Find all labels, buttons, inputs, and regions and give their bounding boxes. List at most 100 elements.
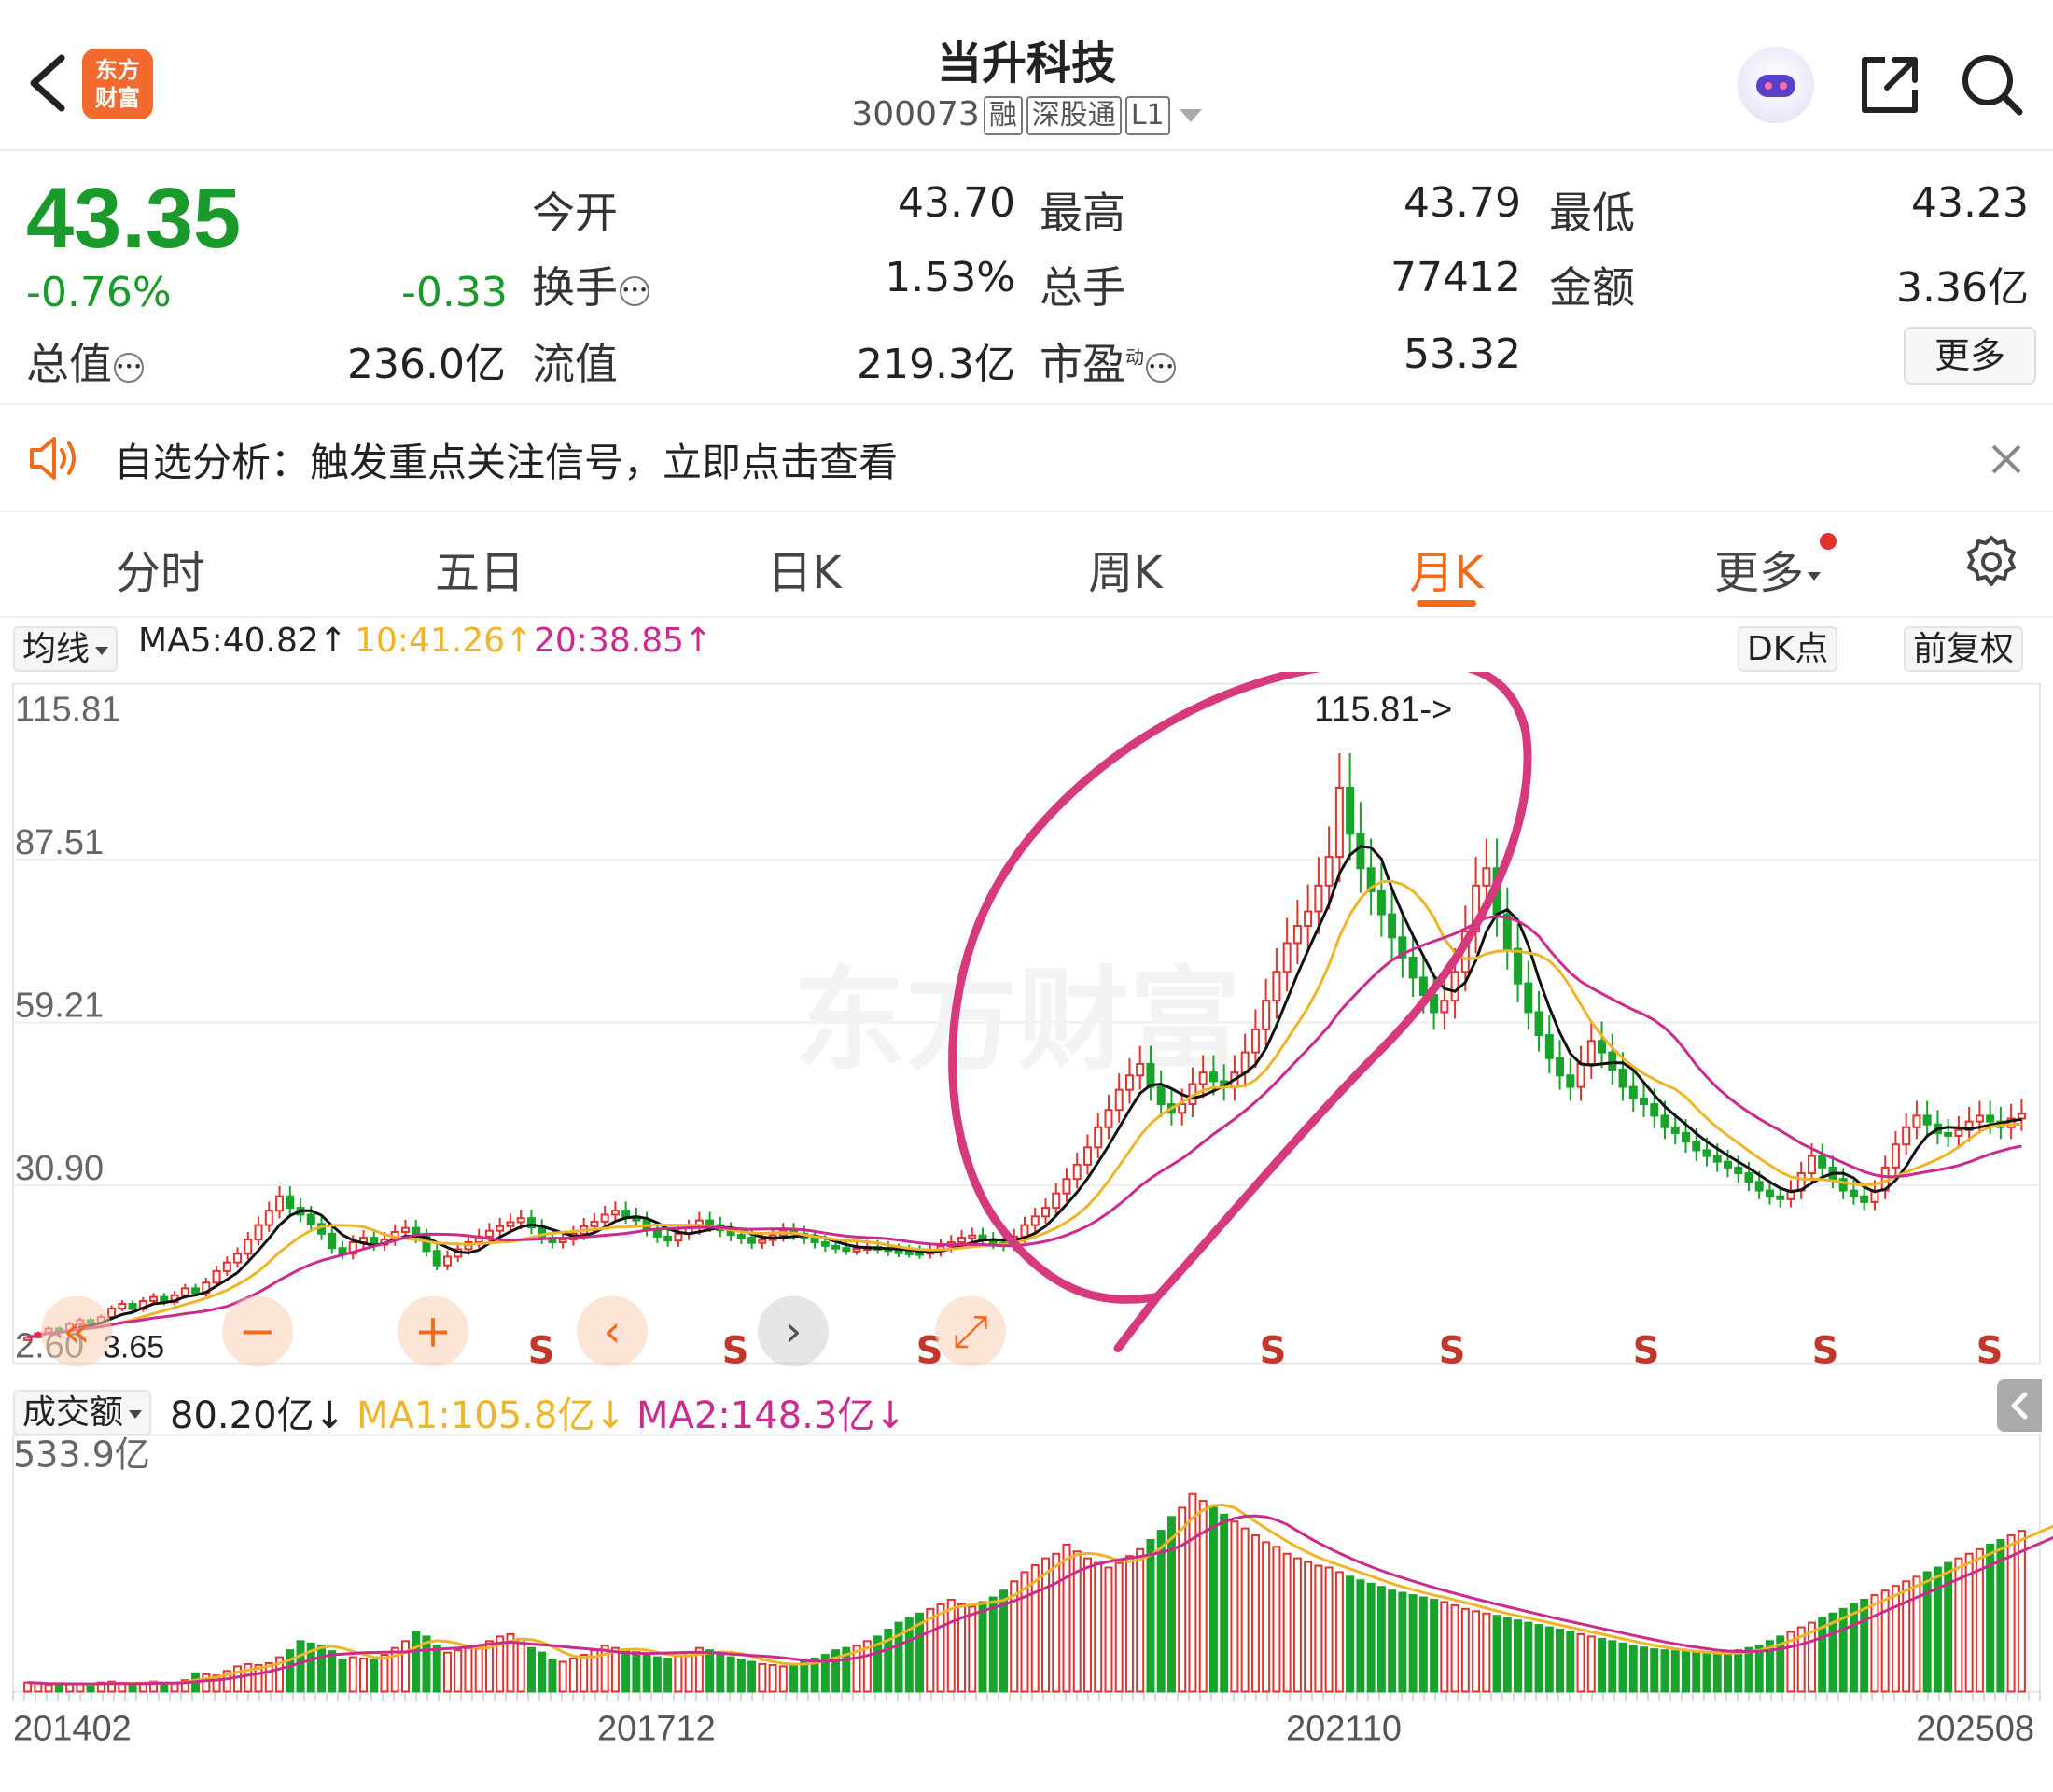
zoom-in-button[interactable] <box>398 1295 468 1367</box>
turnover-label[interactable]: 换手 ••• <box>532 254 649 315</box>
tab-more[interactable]: 更多 <box>1646 536 1889 601</box>
kline-chart[interactable]: 东方财富115.8187.5159.2130.902.60533.9亿20140… <box>0 672 2053 1792</box>
volume-bar <box>2017 1530 2026 1693</box>
volume-bar <box>1796 1626 1806 1693</box>
gear-icon[interactable] <box>1963 534 2019 590</box>
chevron-down-icon[interactable] <box>1179 109 1202 122</box>
candle-body <box>1502 913 1512 950</box>
indicator-selector-label: 均线 <box>22 630 91 668</box>
volume-bar <box>1618 1642 1627 1693</box>
volume-bar <box>1124 1555 1134 1693</box>
share-icon[interactable] <box>1857 52 1922 118</box>
ma10-readout: 10:41.26↑ <box>355 622 534 660</box>
tab-daily-k[interactable]: 日K <box>767 547 842 599</box>
adjust-selector[interactable]: 前复权 <box>1904 622 2024 672</box>
volume-bar <box>1450 1603 1459 1693</box>
candle-body <box>1734 1166 1743 1175</box>
volume-bar <box>1250 1534 1260 1693</box>
volume-bar <box>936 1603 945 1693</box>
close-icon[interactable] <box>1988 441 2025 478</box>
search-icon[interactable] <box>1960 52 2025 118</box>
volume-bar <box>1408 1594 1418 1693</box>
volume-bar <box>1460 1607 1470 1693</box>
volume-bar <box>862 1640 872 1693</box>
candle-body <box>558 1238 567 1244</box>
volume-bar <box>957 1603 967 1693</box>
pe-label[interactable]: 市盈动 ••• <box>1040 330 1176 392</box>
volume-bar <box>1870 1594 1879 1693</box>
expand-button[interactable] <box>935 1295 1006 1367</box>
dk-point-button[interactable]: DK点 <box>1738 622 1838 672</box>
volume-bar <box>1230 1520 1239 1693</box>
volume-bar <box>568 1658 578 1693</box>
tab-intraday[interactable]: 分时 <box>115 547 205 599</box>
candle-body <box>254 1224 263 1240</box>
tab-weekly-k[interactable]: 周K <box>1088 547 1163 599</box>
volume-bar <box>1314 1564 1323 1693</box>
candle-body <box>1566 1074 1575 1088</box>
volume-bar <box>484 1640 494 1693</box>
collapse-panel-button[interactable] <box>1997 1379 2042 1432</box>
volume-indicator-selector[interactable]: 成交额 <box>13 1385 152 1435</box>
candle-body <box>1356 833 1365 870</box>
volume-bar <box>810 1658 819 1693</box>
candle-body <box>1052 1192 1061 1210</box>
candle-body <box>1250 1028 1260 1054</box>
indicator-selector[interactable]: 均线 <box>13 622 119 672</box>
volume-bar <box>968 1605 977 1693</box>
scroll-left-button[interactable] <box>41 1295 112 1367</box>
volume-bar <box>1220 1513 1229 1693</box>
volume-bar <box>1954 1557 1963 1693</box>
candle-body <box>1902 1126 1911 1146</box>
volume-bar <box>432 1645 441 1693</box>
zoom-out-icon[interactable]: − <box>239 1306 276 1358</box>
volume-bar <box>496 1635 505 1693</box>
signal-marker: S <box>722 1330 749 1373</box>
info-icon[interactable]: ••• <box>620 275 649 306</box>
volume-ma2-line <box>27 1514 2053 1686</box>
more-quote-button[interactable]: 更多 <box>1904 327 2036 385</box>
tab-five-day[interactable]: 五日 <box>434 547 524 599</box>
candle-body <box>1408 956 1418 979</box>
candle-body <box>432 1250 441 1267</box>
price-axis-label: 87.51 <box>15 823 104 862</box>
volume-bar <box>1208 1506 1218 1693</box>
chevron-right-icon[interactable]: › <box>784 1306 802 1358</box>
time-axis-label: 201712 <box>597 1710 716 1749</box>
candle-body <box>1020 1224 1029 1238</box>
volume-bar <box>1136 1547 1145 1693</box>
volume-bar <box>370 1659 379 1693</box>
candle-body <box>1082 1146 1092 1166</box>
max-price-annotation: 115.81-> <box>1314 691 1452 730</box>
volume-bar <box>65 1683 75 1693</box>
volume-bar <box>264 1661 273 1693</box>
volume-bar <box>1692 1652 1701 1693</box>
candle-body <box>1744 1172 1753 1183</box>
volume-bar <box>978 1601 987 1693</box>
zoom-out-button[interactable] <box>222 1295 293 1367</box>
back-arrow-icon[interactable] <box>21 50 77 116</box>
volume-bar <box>1178 1506 1187 1693</box>
expand-icon[interactable]: ⤢ <box>953 1306 988 1358</box>
candle-body <box>1754 1181 1764 1192</box>
volume-bar <box>1482 1612 1491 1693</box>
alert-message[interactable]: 自选分析：触发重点关注信号，立即点击查看 <box>114 440 899 485</box>
time-axis-label: 202508 <box>1916 1710 2034 1749</box>
candle-body <box>107 1307 117 1319</box>
chevron-left-button[interactable] <box>577 1295 648 1367</box>
volume-bar <box>1041 1557 1050 1693</box>
candle-body <box>663 1235 673 1242</box>
info-icon[interactable]: ••• <box>114 352 144 383</box>
volume-bar <box>1262 1541 1271 1693</box>
zoom-in-icon[interactable]: + <box>414 1306 452 1358</box>
total-value-label[interactable]: 总值 ••• <box>26 330 144 392</box>
info-icon[interactable]: ••• <box>1146 352 1176 383</box>
scroll-left-icon[interactable]: « <box>63 1306 90 1358</box>
chevron-left-icon[interactable]: ‹ <box>603 1306 621 1358</box>
stock-code-row[interactable]: 300073 融深股通 L1 <box>0 95 2053 135</box>
chevron-right-button[interactable] <box>758 1295 829 1367</box>
candle-body <box>1576 1062 1585 1088</box>
assistant-robot-icon[interactable] <box>1738 47 1814 123</box>
candle-body <box>1702 1149 1711 1157</box>
tab-monthly-k[interactable]: 月K <box>1409 547 1484 599</box>
